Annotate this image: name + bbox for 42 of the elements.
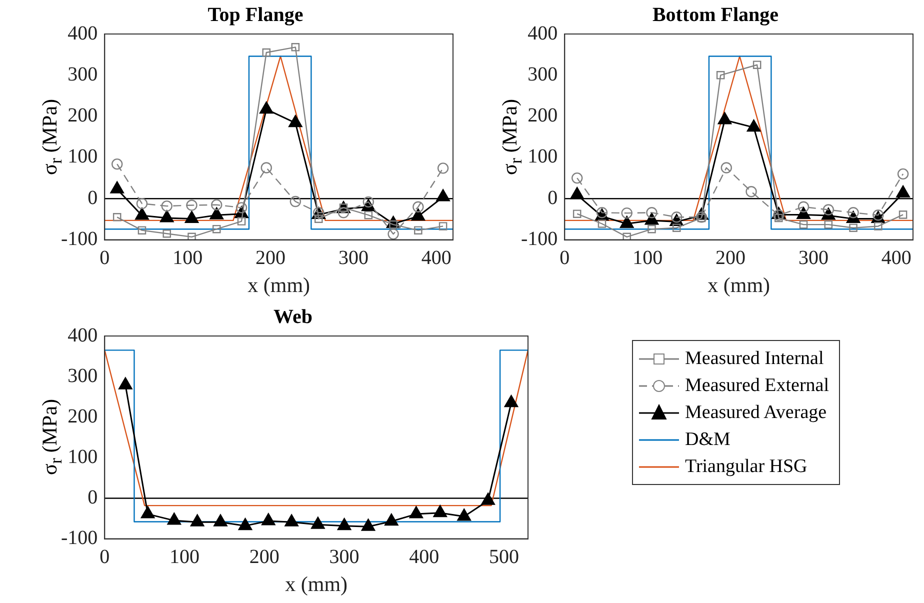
y-tick-label: 200: [68, 405, 98, 428]
y-tick-label: -100: [520, 228, 558, 250]
legend-label: Measured External: [685, 374, 830, 396]
x-tick-label: 300: [329, 546, 360, 568]
chart-title: Top Flange: [208, 4, 304, 26]
y-tick-label: 300: [528, 63, 558, 86]
y-tick-label: -100: [60, 228, 98, 250]
legend-label: Measured Average: [685, 402, 827, 424]
x-tick-label: 500: [489, 546, 520, 568]
x-tick-label: 100: [172, 247, 203, 270]
y-tick-label: 0: [88, 186, 98, 209]
y-tick-label: 100: [68, 446, 98, 468]
x-tick-label: 300: [798, 247, 828, 270]
legend-label: Measured Internal: [685, 348, 824, 370]
y-tick-label: 400: [68, 324, 98, 346]
x-tick-label: 200: [249, 546, 280, 568]
chart-title: Web: [274, 306, 312, 328]
legend-label: Triangular HSG: [685, 456, 808, 478]
y-tick-label: 200: [68, 104, 98, 127]
x-tick-label: 200: [256, 247, 286, 270]
x-tick-label: 400: [881, 247, 912, 270]
y-tick-label: 400: [68, 22, 98, 44]
x-axis-title: x (mm): [285, 572, 348, 596]
y-tick-label: 400: [528, 22, 558, 44]
x-tick-label: 400: [421, 247, 452, 270]
y-tick-label: 300: [68, 63, 98, 86]
y-tick-label: 0: [88, 486, 98, 508]
x-tick-label: 100: [632, 247, 663, 270]
x-tick-label: 400: [409, 546, 440, 568]
y-tick-label: 200: [528, 104, 558, 127]
x-tick-label: 300: [338, 247, 368, 270]
x-tick-label: 100: [170, 546, 200, 568]
y-tick-label: 300: [68, 364, 98, 387]
y-tick-label: 100: [68, 146, 98, 168]
x-axis-title: x (mm): [708, 272, 770, 297]
x-tick-label: 200: [716, 247, 746, 270]
legend-label: D&M: [685, 428, 730, 450]
y-tick-label: 100: [528, 146, 558, 168]
chart-title: Bottom Flange: [652, 4, 779, 26]
y-tick-label: 0: [548, 186, 558, 209]
x-axis-title: x (mm): [248, 272, 310, 297]
y-tick-label: -100: [60, 527, 98, 550]
